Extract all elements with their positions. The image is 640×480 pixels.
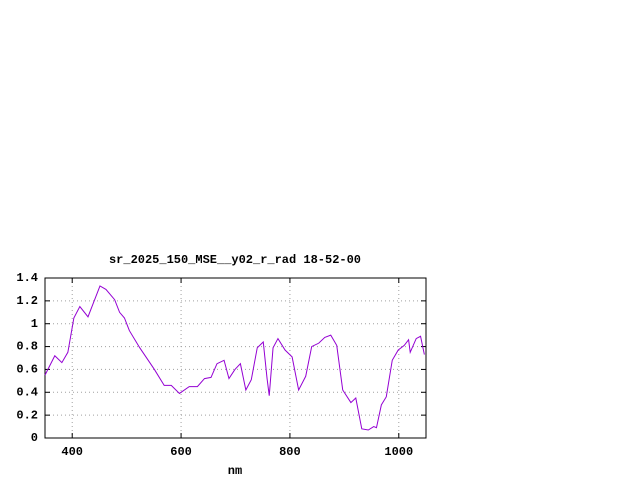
- x-tick-label: 600: [170, 445, 192, 459]
- x-tick-label: 1000: [384, 445, 413, 459]
- x-tick-label: 800: [279, 445, 301, 459]
- y-tick-label: 0.4: [16, 385, 38, 399]
- y-tick-label: 1: [31, 317, 38, 331]
- chart-title: sr_2025_150_MSE__y02_r_rad 18-52-00: [109, 253, 361, 267]
- y-tick-label: 0.2: [16, 408, 38, 422]
- plot-frame: [44, 277, 427, 439]
- y-tick-label: 0.6: [16, 363, 38, 377]
- y-tick-label: 1.4: [16, 271, 38, 285]
- y-tick-label: 1.2: [16, 294, 38, 308]
- y-tick-label: 0: [31, 431, 38, 445]
- x-tick-label: 400: [61, 445, 83, 459]
- x-axis-label: nm: [228, 464, 242, 478]
- data-line: [44, 285, 425, 431]
- y-tick-label: 0.8: [16, 340, 38, 354]
